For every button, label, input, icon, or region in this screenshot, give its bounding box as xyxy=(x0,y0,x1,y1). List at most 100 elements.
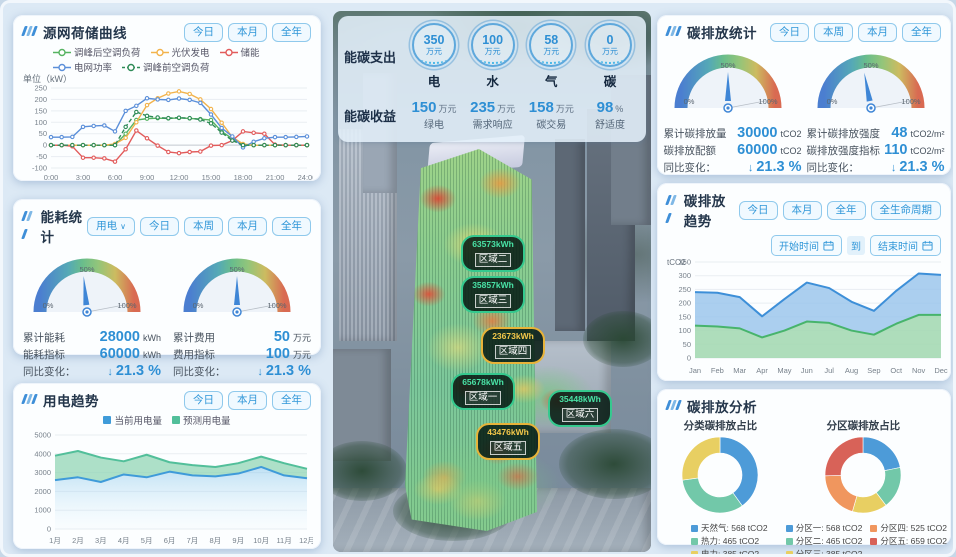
legend-item[interactable]: 当前用电量 xyxy=(103,413,162,427)
expense-items: 350 万元电 100 万元水 58 万元气 0 万元碳 xyxy=(404,22,640,90)
panel-header: 用电趋势 今日 本月 全年 xyxy=(13,383,321,412)
time-filter-button[interactable]: 全年 xyxy=(902,22,941,42)
svg-text:8月: 8月 xyxy=(210,536,222,545)
time-filter-button[interactable]: 本月 xyxy=(228,390,267,410)
donut-legend-item[interactable]: 分区二: 465 tCO2 xyxy=(785,535,862,547)
time-filter-button[interactable]: 今日 xyxy=(738,200,778,220)
zone-energy-value: 63573kWh xyxy=(472,239,514,249)
legend-item[interactable]: 调峰后空调负荷 xyxy=(53,45,141,59)
stat-label: 累计费用 xyxy=(173,332,215,344)
time-filter-button[interactable]: 本月 xyxy=(228,216,267,236)
stat-unit: tCO2 xyxy=(780,146,802,156)
building-heatmap-view: 能碳支出 350 万元电 100 万元水 58 万元气 0 万元碳 能碳收益 150 万元 绿电 2… xyxy=(333,11,651,552)
legend-item[interactable]: 电网功率 xyxy=(53,60,112,74)
time-filter-button[interactable]: 本月 xyxy=(228,22,267,42)
time-filter-button[interactable]: 全年 xyxy=(272,216,311,236)
zone-name: 区域六 xyxy=(561,408,599,422)
time-filter-button[interactable]: 全年 xyxy=(826,200,866,220)
svg-text:15:00: 15:00 xyxy=(202,173,221,182)
zone-marker[interactable]: 43476kWh 区域五 xyxy=(476,423,540,460)
stat-row: 同比变化： ↓ 21.3 % xyxy=(171,363,313,380)
legend-item[interactable]: 储能 xyxy=(219,45,260,59)
svg-text:2月: 2月 xyxy=(72,536,84,545)
stat-label: 累计碳排放量 xyxy=(663,128,727,140)
svg-text:100%: 100% xyxy=(758,97,778,106)
donut-legend-item[interactable]: 分区一: 568 tCO2 xyxy=(785,522,862,534)
zone-energy-value: 43476kWh xyxy=(487,427,529,437)
time-filter-button[interactable]: 本周 xyxy=(184,216,223,236)
panel-title-icon xyxy=(665,23,682,41)
time-filter-button[interactable]: 全年 xyxy=(272,22,311,42)
time-filter-button[interactable]: 今日 xyxy=(140,216,179,236)
stat-value: 21.3 % xyxy=(899,159,945,175)
gauge-block: 0% 100% 50% 累计碳排放强度 48 tCO2/m² 碳排放强度指标 110 tCO2/… xyxy=(805,46,947,176)
zone-energy-value: 35448kWh xyxy=(559,394,601,404)
usage_trend-chart: 0 1000 2000 3000 4000 5000 1月 2月 3月 4月 5月 6月 7月 8月 9月 1… xyxy=(34,431,315,546)
time-filter-button[interactable]: 今日 xyxy=(184,390,223,410)
start-date-picker[interactable]: 开始时间 xyxy=(771,235,842,256)
time-filter-button[interactable]: 本月 xyxy=(858,22,897,42)
income-value: 98 xyxy=(596,98,614,116)
chart-legend: 调峰后空调负荷 光伏发电 储能电网功率 调峰前空调负荷 xyxy=(13,44,321,74)
income-value-group: 158 万元 xyxy=(529,100,574,115)
carbon_trend-chart: 0 50 100 150 200 250 300 350 Jan Feb Mar Apr May Jun J… xyxy=(667,258,948,376)
time-filter-group: 今日 本月 全年 xyxy=(184,22,311,42)
svg-text:100: 100 xyxy=(678,326,691,335)
stat-value-group: ↓ 21.3 % xyxy=(891,159,945,176)
source-curve-chart-area: 250 200 150 100 50 0 -50 -100 0:00 3:00 6:00 9:00 12… xyxy=(13,84,321,189)
stat-value-group: 28000 kWh xyxy=(100,329,161,346)
time-filter-button[interactable]: 全年 xyxy=(272,390,311,410)
zone-marker[interactable]: 35857kWh 区域三 xyxy=(461,276,525,313)
panel-energy-stats: 能耗统计 用电 ∨ 今日 本周 本月 全年 0% 100% 50% 累计能耗 28000 kWh 能… xyxy=(13,199,321,379)
legend-item[interactable]: 光伏发电 xyxy=(150,45,210,59)
income-value: 158 xyxy=(528,98,554,116)
zone-marker[interactable]: 63573kWh 区域二 xyxy=(461,235,525,272)
end-date-picker[interactable]: 结束时间 xyxy=(870,235,941,256)
expense-circle: 58 万元 xyxy=(529,22,574,67)
time-filter-button[interactable]: 本周 xyxy=(814,22,853,42)
stat-row: 同比变化： ↓ 21.3 % xyxy=(805,159,947,176)
donut-legend-item[interactable]: 天然气: 568 tCO2 xyxy=(691,522,768,534)
category-donut-column: 分类碳排放占比 天然气: 568 tCO2 热力: 465 tCO2 电力: 385… xyxy=(661,418,780,554)
stat-value-group: 60000 tCO2 xyxy=(737,142,801,159)
donut-legend-item[interactable]: 分区三: 385 tCO2 xyxy=(785,548,862,554)
svg-text:50%: 50% xyxy=(863,61,878,70)
calendar-icon xyxy=(823,240,834,251)
stat-value: 30000 xyxy=(737,125,778,141)
expense-item: 58 万元气 xyxy=(523,22,579,90)
income-unit: 万元 xyxy=(438,103,457,114)
svg-text:6月: 6月 xyxy=(164,536,176,545)
stat-row: 碳排放配额 60000 tCO2 xyxy=(662,142,804,159)
time-filter-button[interactable]: 今日 xyxy=(770,22,809,42)
time-filter-button[interactable]: 本月 xyxy=(782,200,822,220)
donut-legend-item[interactable]: 分区四: 525 tCO2 xyxy=(870,522,947,534)
expense-circle: 0 万元 xyxy=(587,22,632,67)
stat-value-group: 100 万元 xyxy=(266,346,311,363)
donut-legend-item[interactable]: 电力: 385 tCO2 xyxy=(691,548,768,554)
gauge: 0% 100% 50% xyxy=(817,54,924,113)
time-filter-button[interactable]: 全生命周期 xyxy=(870,200,941,220)
expense-value: 58 xyxy=(544,32,559,47)
svg-text:100: 100 xyxy=(34,118,47,127)
zone-marker[interactable]: 35448kWh 区域六 xyxy=(548,390,612,427)
svg-text:Jul: Jul xyxy=(824,366,834,375)
gauge-row: 0% 100% 50% 累计能耗 28000 kWh 能耗指标 60000 kWh 同比变化： ↓ 2… xyxy=(13,248,321,380)
panel-title: 用电趋势 xyxy=(43,394,99,409)
panel-title-icon xyxy=(21,391,38,409)
svg-text:Jun: Jun xyxy=(801,366,813,375)
svg-text:21:00: 21:00 xyxy=(266,173,285,182)
legend-item[interactable]: 预测用电量 xyxy=(172,413,231,427)
legend-item[interactable]: 调峰前空调负荷 xyxy=(122,60,210,74)
meter-type-dropdown[interactable]: 用电 ∨ xyxy=(87,216,135,236)
zone-marker[interactable]: 23673kWh 区域四 xyxy=(481,327,545,364)
time-filter-button[interactable]: 今日 xyxy=(184,22,223,42)
income-label: 能碳收益 xyxy=(344,108,397,124)
time-filter-group: 用电 ∨ 今日 本周 本月 全年 xyxy=(87,216,311,236)
panel-title-icon xyxy=(665,192,679,228)
donut-legend-item[interactable]: 分区五: 659 tCO2 xyxy=(870,535,947,547)
stat-unit: tCO2/m² xyxy=(910,146,945,156)
svg-text:Oct: Oct xyxy=(890,366,903,375)
legend-swatch xyxy=(691,537,698,545)
donut-legend-item[interactable]: 热力: 465 tCO2 xyxy=(691,535,768,547)
zone-marker[interactable]: 65678kWh 区域一 xyxy=(451,373,515,410)
